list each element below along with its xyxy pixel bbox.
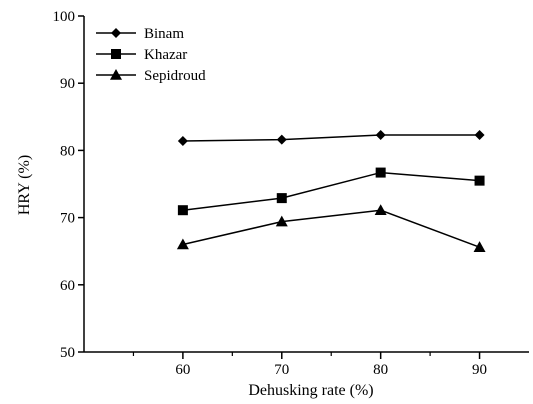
x-ticks: 60 70 80 90 <box>132 352 487 378</box>
data-point-binam <box>177 135 188 146</box>
y-tick-label: 50 <box>60 345 75 361</box>
legend: Binam Khazar Sepidroud <box>96 26 206 84</box>
data-point-sepidroud <box>473 241 486 252</box>
legend-item-khazar: Khazar <box>96 47 187 63</box>
data-point-binam <box>474 129 485 140</box>
y-tick-label: 90 <box>60 76 75 92</box>
series-line-binam <box>182 134 480 142</box>
y-tick-label: 70 <box>60 211 75 227</box>
y-tick-label: 60 <box>60 278 75 294</box>
x-tick-label: 70 <box>274 362 289 378</box>
legend-marker-sepidroud <box>110 69 122 80</box>
x-tick-label: 90 <box>472 362 487 378</box>
series-khazar <box>177 167 485 216</box>
legend-marker-binam <box>111 28 121 38</box>
legend-label-sepidroud: Sepidroud <box>144 68 206 84</box>
data-point-khazar <box>177 205 188 216</box>
y-tick-label: 80 <box>60 143 75 159</box>
legend-label-khazar: Khazar <box>144 47 187 63</box>
y-ticks: 50 60 70 80 90 100 <box>53 9 84 361</box>
data-point-khazar <box>375 167 386 178</box>
data-point-sepidroud <box>275 215 288 227</box>
y-axis-title: HRY (%) <box>16 155 33 215</box>
series-binam <box>177 129 485 146</box>
legend-item-sepidroud: Sepidroud <box>96 68 206 84</box>
legend-marker-khazar <box>111 49 121 59</box>
data-point-khazar <box>474 175 485 186</box>
x-tick-label: 80 <box>373 362 388 378</box>
data-point-sepidroud <box>374 204 387 216</box>
series-sepidroud <box>176 204 486 252</box>
data-point-sepidroud <box>176 238 189 250</box>
series-line-sepidroud <box>182 209 480 248</box>
data-point-binam <box>375 129 386 140</box>
data-point-khazar <box>276 193 287 204</box>
data-point-binam <box>276 134 287 145</box>
series-layer <box>176 129 486 252</box>
axes <box>83 16 529 353</box>
y-tick-label: 100 <box>53 9 76 25</box>
series-line-khazar <box>182 171 480 211</box>
x-tick-label: 60 <box>175 362 190 378</box>
legend-label-binam: Binam <box>144 26 184 42</box>
x-axis-title: Dehusking rate (%) <box>248 382 373 399</box>
legend-item-binam: Binam <box>96 26 184 42</box>
